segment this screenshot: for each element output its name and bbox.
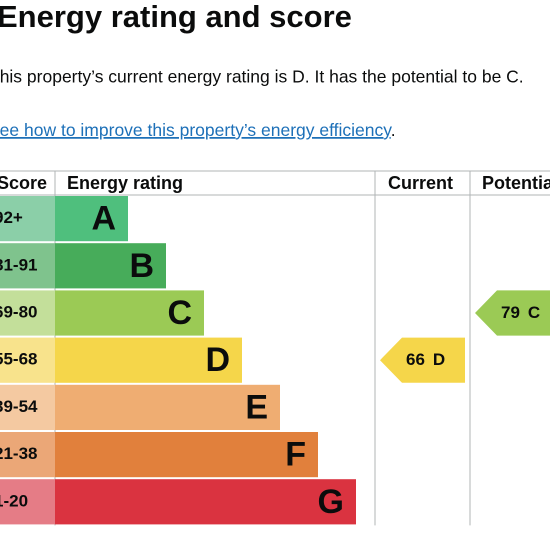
rating-bar	[55, 479, 356, 525]
page-title: Energy rating and score	[0, 0, 352, 34]
score-range: 92+	[0, 208, 23, 227]
score-cell	[0, 479, 55, 525]
summary: This property’s current energy rating is…	[0, 67, 524, 87]
improve-link[interactable]: See how to improve this property’s energ…	[0, 120, 392, 140]
score-range: 55-68	[0, 350, 37, 369]
current-label: 66 D	[406, 351, 445, 370]
rating-bar	[55, 196, 128, 242]
score-cell	[0, 243, 55, 289]
score-range: 1-20	[0, 491, 28, 510]
rating-letter: E	[245, 388, 268, 426]
score-range: 21-38	[0, 444, 37, 463]
score-cell	[0, 290, 55, 336]
potential-arrow	[475, 290, 550, 336]
score-cell	[0, 337, 55, 383]
score-cell	[0, 432, 55, 478]
rating-letter: F	[285, 436, 306, 474]
score-cell	[0, 384, 55, 430]
rating-bar	[55, 290, 204, 336]
current-arrow	[380, 337, 465, 383]
potential-letter: C	[528, 303, 540, 322]
current-score: 66	[406, 351, 425, 370]
rating-letter: G	[318, 483, 344, 521]
link-line: See how to improve this property’s energ…	[0, 120, 396, 140]
column-header: Potential	[482, 173, 550, 193]
rating-bar	[55, 337, 242, 383]
link-period: .	[391, 120, 396, 140]
score-range: 81-91	[0, 255, 37, 274]
rating-letter: C	[167, 294, 192, 332]
rating-letter: A	[91, 200, 116, 238]
score-cell	[0, 196, 55, 242]
column-header: Score	[0, 173, 47, 193]
column-header: Energy rating	[67, 173, 183, 193]
rating-bar	[55, 384, 280, 430]
column-header: Current	[388, 173, 453, 193]
rating-letter: D	[205, 341, 230, 379]
rating-chart: Score Energy rating Current Potential 92+ A 81…	[0, 170, 550, 526]
rating-letter: B	[129, 247, 154, 285]
potential-label: 79 C	[501, 303, 540, 322]
potential-score: 79	[501, 303, 520, 322]
score-range: 69-80	[0, 302, 37, 321]
score-range: 39-54	[0, 397, 38, 416]
rating-bar	[55, 432, 318, 478]
current-letter: D	[433, 351, 445, 370]
rating-bar	[55, 243, 166, 289]
